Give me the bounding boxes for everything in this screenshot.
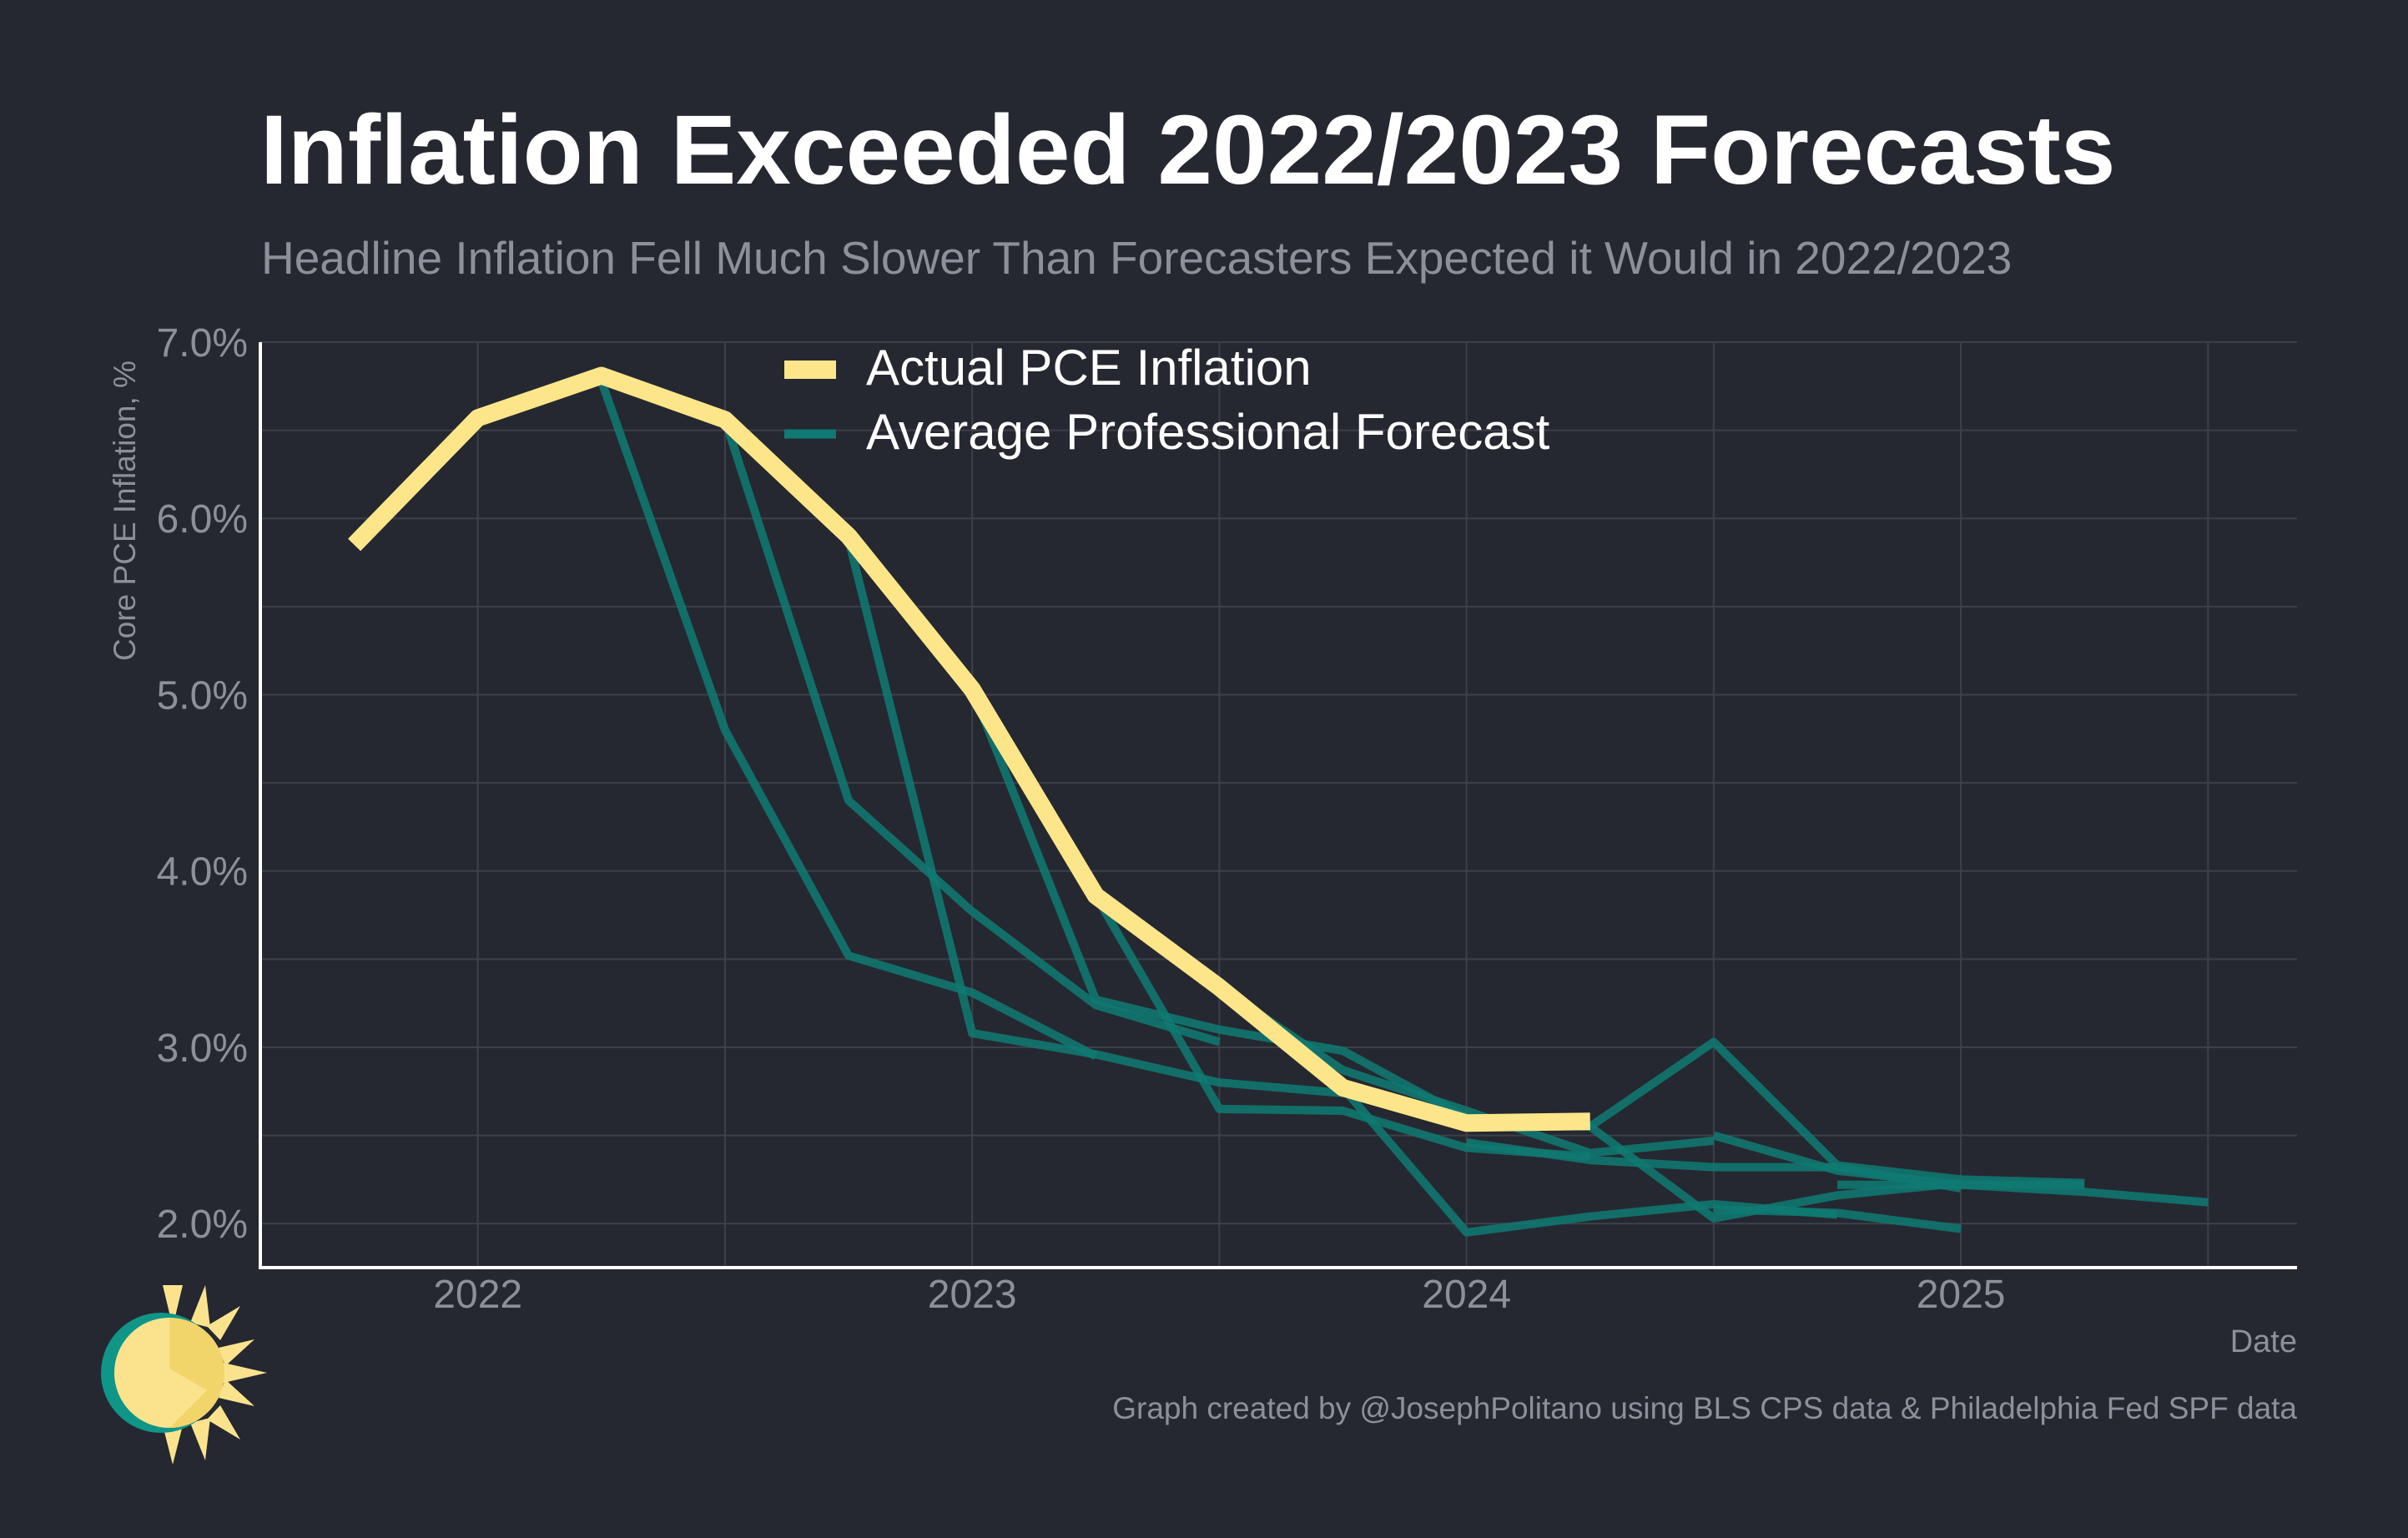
x-tick-label: 2022 [433,1273,522,1317]
sun-ray-icon [190,1285,210,1328]
chart-subtitle: Headline Inflation Fell Much Slower Than… [261,232,2012,284]
x-tick-label: 2025 [1917,1273,2006,1317]
sun-ray-icon [207,1306,240,1340]
forecast-line [844,538,1343,1097]
y-tick-label: 5.0% [157,673,248,718]
sun-ray-icon [163,1425,183,1465]
x-tick-label: 2024 [1422,1273,1511,1317]
forecast-line [1217,983,1715,1157]
legend: Actual PCE Inflation Average Professiona… [784,340,1550,460]
y-tick-label: 4.0% [157,850,248,895]
gridlines [260,341,2297,1268]
forecast-line [1713,1205,1962,1233]
x-axis-ticks: 2022 2023 2024 2025 [433,1273,2005,1317]
forecast-line [597,379,1098,1060]
x-tick-label: 2023 [928,1273,1017,1317]
actual-series [348,366,1590,1132]
y-tick-label: 7.0% [157,321,248,366]
x-axis-label: Date [2230,1324,2297,1359]
sun-logo-icon [101,1285,267,1465]
y-tick-label: 2.0% [157,1203,248,1247]
legend-label-forecast: Average Professional Forecast [866,404,1550,460]
forecast-series [597,379,2209,1237]
forecast-line [968,688,1468,1122]
sun-ray-icon [224,1363,267,1383]
actual-pce-line [348,366,1590,1132]
y-tick-label: 6.0% [157,497,248,542]
sun-ray-icon [219,1339,254,1366]
sun-ray-icon [163,1285,183,1327]
sun-ray-icon [219,1379,254,1406]
y-tick-label: 3.0% [157,1026,248,1071]
sun-ray-icon [207,1405,240,1440]
source-caption: Graph created by @JosephPolitano using B… [1112,1391,2297,1425]
y-axis-ticks: 2.0% 3.0% 4.0% 5.0% 6.0% 7.0% [157,321,248,1247]
forecast-line [1837,1180,2209,1207]
legend-label-actual: Actual PCE Inflation [866,340,1312,396]
y-axis-label: Core PCE Inflation, % [108,361,142,661]
chart-title: Inflation Exceeded 2022/2023 Forecasts [260,95,2115,205]
sun-shade-icon [169,1318,224,1428]
sun-ray-icon [190,1418,210,1460]
forecast-line [721,418,1221,1046]
